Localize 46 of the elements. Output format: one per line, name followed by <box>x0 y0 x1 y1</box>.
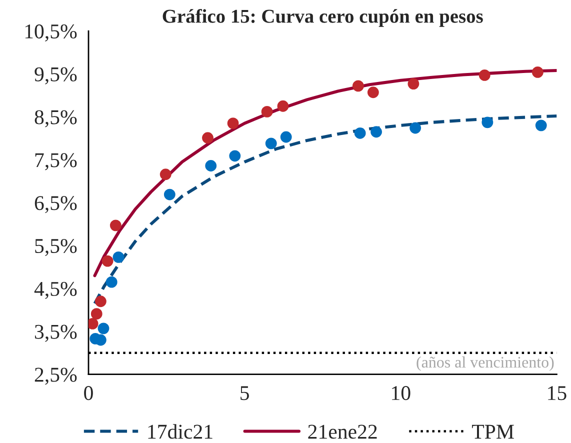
y-tick-label: 7,5% <box>35 153 77 170</box>
point <box>482 116 494 128</box>
chart-title: Gráfico 15: Curva cero cupón en pesos <box>162 8 483 27</box>
annotation: (años al vencimiento) <box>416 356 554 371</box>
point <box>202 132 214 144</box>
x-tick-label: 5 <box>240 386 249 400</box>
point <box>261 106 273 118</box>
y-tick-label: 9,5% <box>34 67 77 84</box>
point <box>370 126 382 138</box>
y-tick-label: 10,5% <box>25 24 77 42</box>
y-tick-label: 6,5% <box>34 196 77 214</box>
point <box>277 100 289 112</box>
point <box>112 251 124 263</box>
y-tick-label: 4,5% <box>34 282 77 299</box>
y-tick-label: 2,5% <box>34 368 77 385</box>
point <box>532 66 544 78</box>
point <box>535 120 547 132</box>
point <box>280 131 292 143</box>
point <box>478 70 490 81</box>
point <box>90 308 102 320</box>
x-tick-label: 10 <box>392 386 410 400</box>
x-tick-label: 15 <box>548 386 566 400</box>
point <box>106 276 118 288</box>
point <box>98 322 110 334</box>
legend-label: 21ene22 <box>308 424 377 439</box>
x-tick-label: 0 <box>84 386 93 400</box>
point <box>164 188 176 200</box>
point <box>205 160 217 172</box>
point <box>408 78 420 90</box>
point <box>352 80 364 92</box>
y-tick-label: 8,5% <box>34 110 77 128</box>
legend-label: 17dic21 <box>148 424 212 439</box>
point <box>229 150 241 162</box>
point <box>160 168 172 180</box>
point <box>410 122 422 134</box>
line-series <box>93 68 557 278</box>
y-tick-label: 5,5% <box>35 238 77 256</box>
point <box>265 138 277 150</box>
y-tick-label: 3,5% <box>34 324 77 342</box>
point <box>110 220 122 232</box>
point <box>102 255 114 267</box>
point <box>94 296 106 308</box>
point <box>367 86 379 98</box>
legend-label: TPM <box>472 424 514 439</box>
point <box>227 118 239 129</box>
point <box>354 127 366 139</box>
